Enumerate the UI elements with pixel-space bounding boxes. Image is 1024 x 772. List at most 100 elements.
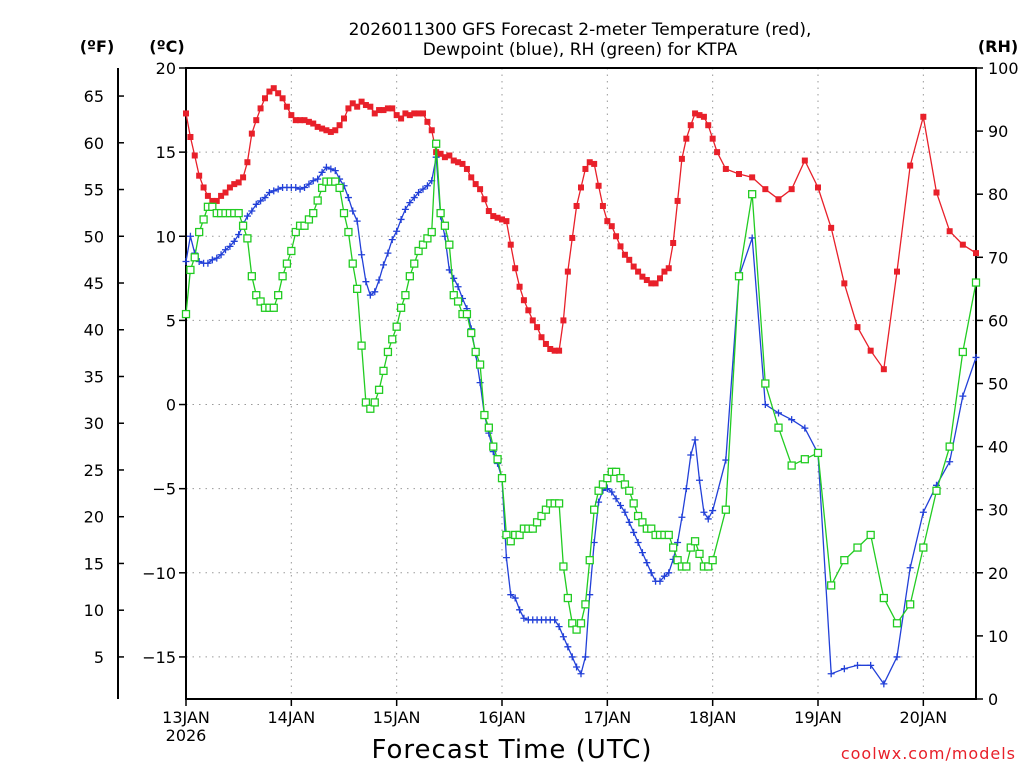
2-meter-temperature-point — [648, 280, 655, 287]
rh-point — [537, 511, 546, 521]
2-meter-temperature-point — [749, 174, 756, 181]
2-meter-temperature-point — [652, 280, 659, 287]
2-meter-temperature-point — [446, 152, 453, 159]
rh-point — [827, 581, 836, 590]
2-meter-temperature-point — [722, 165, 729, 172]
rh-point — [971, 278, 981, 287]
2-meter-temperature-point — [450, 157, 457, 164]
rh-point — [449, 291, 458, 300]
2-meter-temperature-point — [657, 275, 663, 282]
rh-point — [497, 473, 507, 483]
rh-point — [554, 499, 564, 508]
2-meter-temperature-point — [639, 273, 646, 280]
rh-point — [813, 448, 823, 458]
dewpoint-point — [775, 409, 782, 417]
2-meter-temperature-point — [200, 184, 207, 191]
rh-point — [181, 309, 191, 319]
2-meter-temperature-point — [459, 160, 466, 167]
rh-point — [374, 385, 384, 394]
rh-point — [361, 398, 371, 407]
2-meter-temperature-point — [516, 283, 523, 290]
rh-point — [339, 208, 349, 218]
dewpoint-point — [660, 572, 668, 580]
2-meter-temperature-point — [292, 117, 299, 124]
2-meter-temperature-point — [604, 218, 611, 225]
2-meter-temperature-point — [854, 324, 861, 331]
rh-point — [317, 183, 327, 193]
dewpoint-point — [371, 288, 379, 296]
2-meter-temperature-point — [358, 98, 365, 105]
2-meter-temperature-point — [420, 110, 426, 117]
2-meter-temperature-point — [389, 105, 396, 112]
rh-point — [309, 208, 318, 218]
rh-point — [379, 366, 388, 376]
dewpoint-point — [406, 199, 414, 207]
fahrenheit-tick-label: 65 — [84, 87, 104, 106]
2-meter-temperature-point — [705, 122, 712, 129]
dewpoint-point — [208, 256, 216, 264]
dewpoint-point — [638, 549, 646, 557]
dewpoint-point — [788, 416, 796, 424]
x-tick-label: 14JAN — [267, 708, 315, 727]
rh-point — [528, 524, 537, 533]
rh-point — [462, 309, 472, 319]
dewpoint-point — [516, 606, 524, 614]
2-meter-temperature-point — [402, 110, 409, 117]
rh-series — [181, 139, 981, 634]
rh-point — [906, 600, 915, 609]
dewpoint-point — [419, 185, 427, 193]
2-meter-temperature-point — [319, 125, 326, 132]
dewpoint-point — [204, 259, 212, 267]
dewpoint-point — [520, 614, 528, 622]
dewpoint-point — [656, 577, 664, 585]
dewpoint-point — [906, 564, 914, 572]
dewpoint-point — [397, 215, 405, 223]
rh-point — [690, 537, 700, 546]
2-meter-temperature-point — [894, 268, 900, 275]
2-meter-temperature-point — [332, 127, 339, 134]
rh-point — [370, 398, 379, 407]
2-meter-temperature-point — [345, 105, 352, 112]
dewpoint-point — [893, 653, 901, 661]
2-meter-temperature-point — [736, 171, 742, 178]
2-meter-temperature-point — [542, 340, 549, 347]
2-meter-temperature-point — [218, 192, 225, 199]
2-meter-temperature-point — [595, 182, 602, 189]
rh-point — [432, 139, 441, 148]
rh-point — [664, 530, 673, 540]
dewpoint-point — [318, 168, 326, 176]
celsius-tick-label: 5 — [166, 311, 176, 330]
2-meter-temperature-point — [468, 174, 475, 181]
2-meter-temperature-point — [187, 133, 194, 140]
2-meter-temperature-point — [305, 118, 312, 125]
dewpoint-point — [380, 261, 387, 269]
2-meter-temperature-point — [534, 324, 541, 331]
celsius-tick-label: −15 — [142, 648, 176, 667]
fahrenheit-tick-label: 55 — [84, 181, 104, 200]
rh-point — [493, 455, 502, 464]
dewpoint-point — [573, 663, 581, 671]
data-series — [181, 85, 981, 688]
2-meter-temperature-point — [349, 100, 356, 107]
rh-point — [190, 253, 199, 262]
rh-point — [572, 625, 581, 634]
2-meter-temperature-point — [222, 189, 229, 196]
2-meter-temperature-point — [762, 186, 769, 193]
dewpoint-point — [621, 508, 629, 516]
rh-point — [625, 486, 634, 495]
rh-point — [353, 284, 362, 294]
2-meter-temperature-point — [380, 107, 387, 114]
dewpoint-point — [840, 665, 848, 673]
rh-point — [234, 208, 243, 218]
dewpoint-point — [801, 424, 809, 432]
dewpoint-series — [182, 153, 980, 688]
rh-point — [563, 593, 572, 603]
dewpoint-point — [384, 249, 392, 257]
dewpoint-point — [854, 661, 861, 669]
2-meter-temperature-point — [301, 117, 308, 124]
x-tick-label: 20JAN — [899, 708, 947, 727]
celsius-tick-label: −10 — [142, 564, 176, 583]
x-tick-label: 18JAN — [689, 708, 737, 727]
